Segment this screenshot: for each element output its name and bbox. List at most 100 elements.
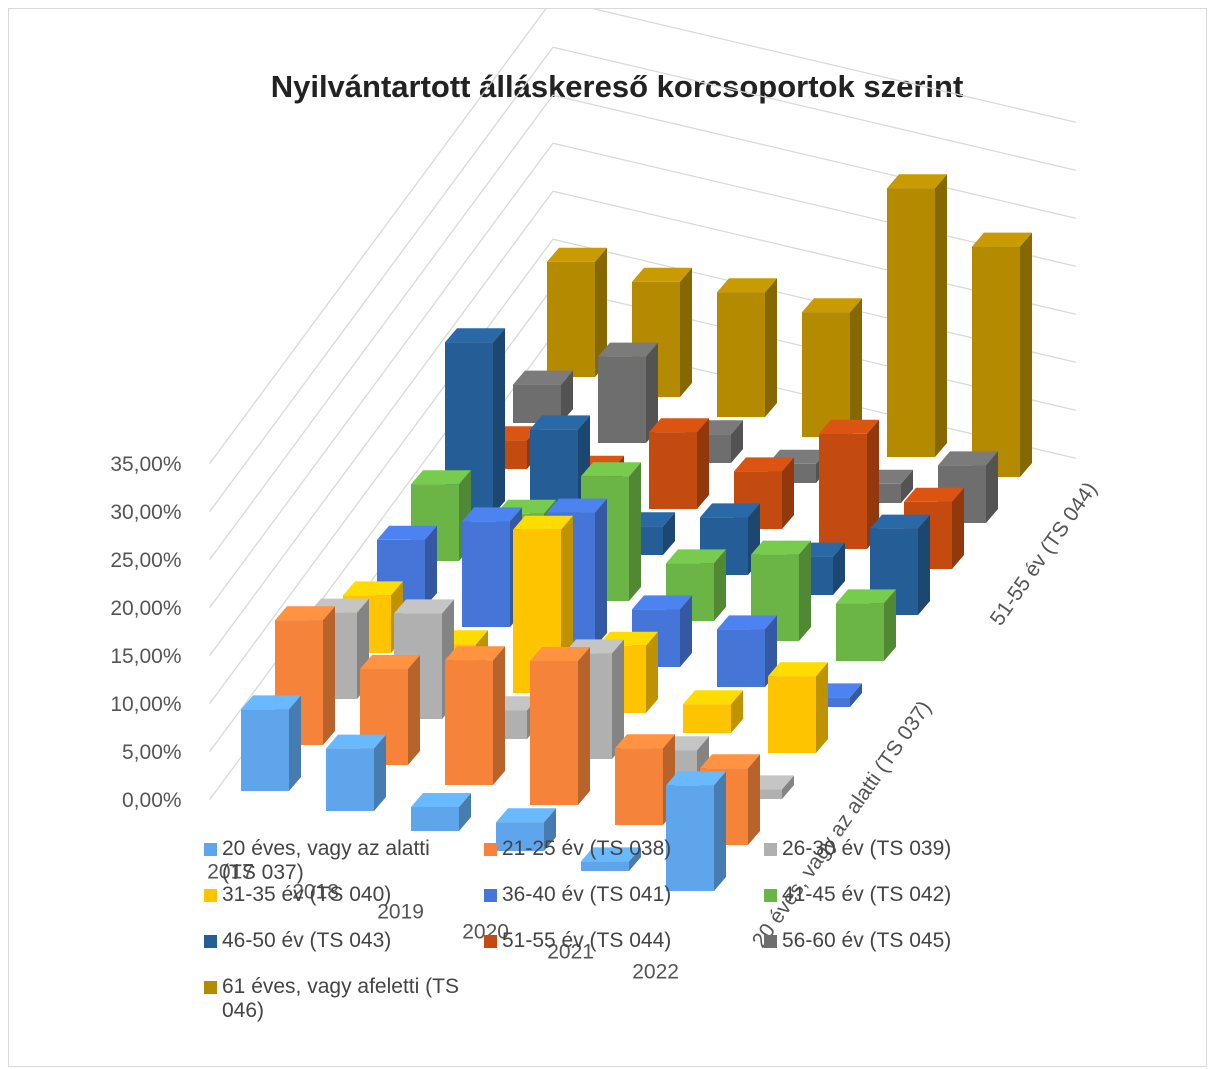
y-tick-label: 10,00% bbox=[110, 693, 181, 716]
bar-side bbox=[901, 469, 913, 503]
bar-side bbox=[374, 734, 386, 811]
bar-front bbox=[666, 785, 714, 891]
bar-side bbox=[850, 298, 862, 437]
bar-top bbox=[581, 847, 641, 862]
bar-side bbox=[1020, 232, 1032, 477]
bar bbox=[717, 278, 777, 417]
bar bbox=[802, 298, 862, 437]
bar-top bbox=[513, 515, 573, 530]
bar-top bbox=[445, 646, 505, 661]
y-tick-label: 5,00% bbox=[122, 741, 182, 764]
legend-swatch bbox=[204, 981, 217, 994]
bar bbox=[768, 662, 828, 753]
legend-label: 61 éves, vagy afeletti (TS 046) bbox=[222, 975, 459, 1022]
legend-item: 21-25 év (TS 038) bbox=[484, 837, 764, 883]
legend-label: 56-60 év (TS 045) bbox=[782, 929, 952, 952]
bar-top bbox=[666, 771, 726, 786]
bar-top bbox=[377, 525, 437, 540]
bar-front bbox=[530, 661, 578, 805]
legend-item: 41-45 év (TS 042) bbox=[764, 883, 1044, 929]
bar-top bbox=[275, 606, 335, 621]
bar-side bbox=[493, 328, 505, 515]
legend-label: 31-35 év (TS 040) bbox=[222, 883, 392, 906]
bar-side bbox=[561, 370, 573, 423]
bar-front bbox=[598, 356, 646, 443]
bar bbox=[598, 342, 658, 443]
bar-front bbox=[326, 748, 374, 811]
bar bbox=[836, 589, 896, 661]
bar bbox=[445, 646, 505, 785]
bar-side bbox=[731, 690, 743, 733]
y-tick-label: 30,00% bbox=[110, 501, 181, 524]
legend-swatch bbox=[204, 935, 217, 948]
legend-swatch bbox=[764, 935, 777, 948]
bar-top bbox=[326, 734, 386, 749]
bar-front bbox=[717, 292, 765, 417]
bar bbox=[547, 247, 607, 377]
y-tick-label: 15,00% bbox=[110, 645, 181, 668]
bar-side bbox=[833, 542, 845, 595]
bar-top bbox=[632, 267, 692, 282]
bar-side bbox=[629, 847, 641, 871]
bar-side bbox=[289, 695, 301, 791]
bar bbox=[326, 734, 386, 811]
bar-side bbox=[782, 457, 794, 529]
bar-front bbox=[649, 432, 697, 509]
bar-front bbox=[241, 709, 289, 791]
bar-front bbox=[615, 748, 663, 825]
bar-top bbox=[751, 540, 811, 555]
legend-swatch bbox=[204, 843, 217, 856]
bar-front bbox=[887, 188, 935, 457]
bar-top bbox=[598, 342, 658, 357]
legend-label: 51-55 év (TS 044) bbox=[502, 929, 672, 952]
legend-label: 46-50 év (TS 043) bbox=[222, 929, 392, 952]
bar bbox=[666, 771, 726, 891]
bar-top bbox=[734, 457, 794, 472]
bar-side bbox=[799, 540, 811, 641]
bar-side bbox=[867, 419, 879, 549]
bar-top bbox=[513, 370, 573, 385]
legend-swatch bbox=[764, 889, 777, 902]
legend-item: 31-35 év (TS 040) bbox=[204, 883, 484, 929]
bar-front bbox=[836, 603, 884, 661]
bar-side bbox=[459, 793, 471, 831]
legend-item: 46-50 év (TS 043) bbox=[204, 929, 484, 975]
chart-title: Nyilvántartott álláskereső korcsoportok … bbox=[271, 69, 964, 104]
bar-side bbox=[765, 615, 777, 687]
x-tick-label: 2021 bbox=[547, 941, 594, 964]
bar-side bbox=[544, 808, 556, 851]
grid-line bbox=[209, 46, 1076, 513]
legend: 20 éves, vagy az alatti (TS 037) 21-25 év… bbox=[204, 837, 1064, 1022]
legend-label: 36-40 év (TS 041) bbox=[502, 883, 672, 906]
bar-side bbox=[986, 451, 998, 523]
bar-side bbox=[952, 487, 964, 569]
bar-side bbox=[425, 525, 437, 607]
bar-top bbox=[241, 695, 301, 710]
bar-side bbox=[408, 655, 420, 765]
y-tick-label: 20,00% bbox=[110, 597, 181, 620]
legend-label: 26-30 év (TS 039) bbox=[782, 837, 952, 860]
bar-top bbox=[411, 470, 471, 485]
bar bbox=[819, 419, 879, 549]
bar-top bbox=[768, 662, 828, 677]
bar-side bbox=[663, 512, 675, 555]
bar-top bbox=[547, 498, 607, 513]
legend-label: 41-45 év (TS 042) bbox=[782, 883, 952, 906]
bar-top bbox=[632, 595, 692, 610]
bar-front bbox=[717, 629, 765, 687]
bar-front bbox=[496, 822, 544, 851]
bar-side bbox=[595, 498, 607, 647]
bar bbox=[649, 418, 709, 509]
legend-item: 26-30 év (TS 039) bbox=[764, 837, 1044, 883]
legend-item: 61 éves, vagy afeletti (TS 046) bbox=[204, 975, 484, 1022]
bar-side bbox=[765, 278, 777, 417]
bar-top bbox=[802, 298, 862, 313]
legend-swatch bbox=[484, 889, 497, 902]
bar-side bbox=[714, 771, 726, 891]
x-tick-label: 2022 bbox=[632, 961, 679, 984]
bar-side bbox=[714, 549, 726, 621]
bar bbox=[615, 734, 675, 825]
legend-swatch bbox=[484, 843, 497, 856]
bar-top bbox=[870, 514, 930, 529]
bar-top bbox=[615, 734, 675, 749]
